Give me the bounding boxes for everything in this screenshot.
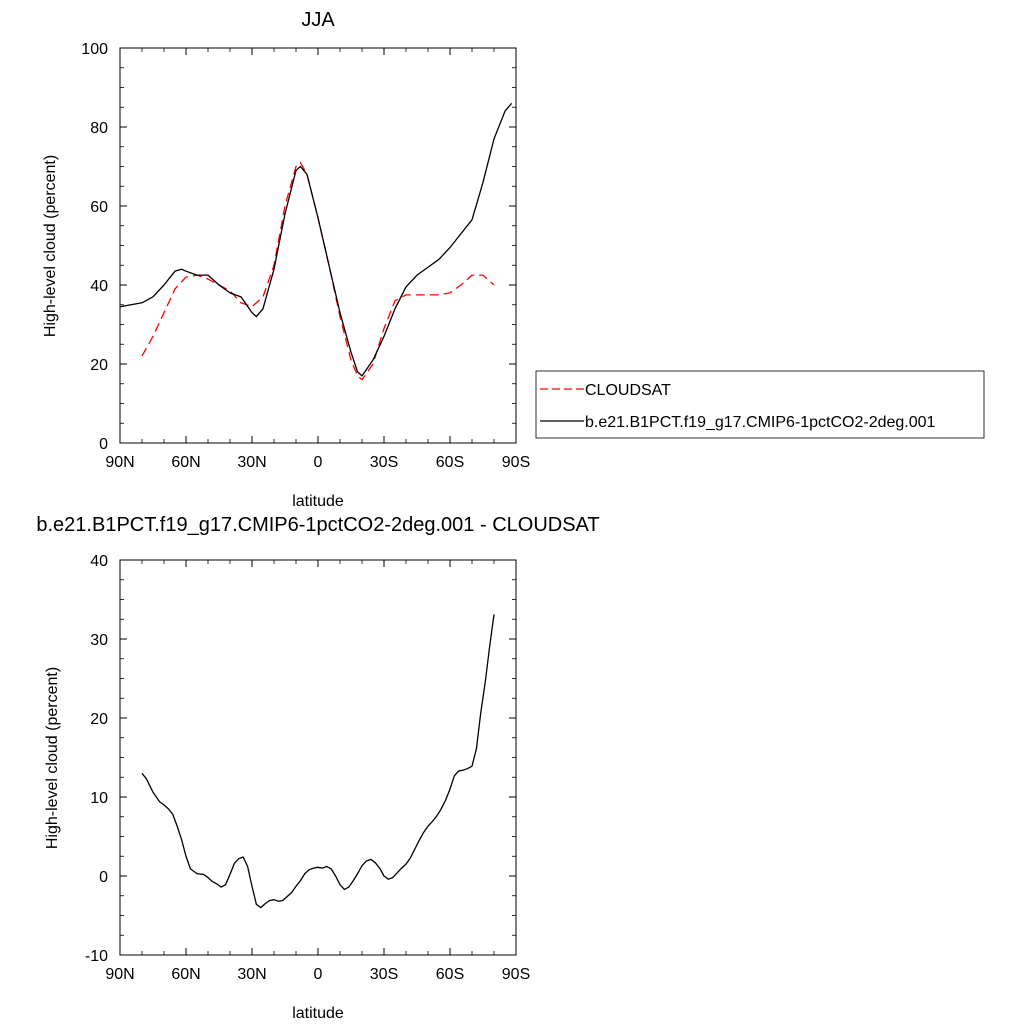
top-x-tick-label: 60S [436,454,464,471]
bottom-x-tick-label: 60S [436,966,464,983]
top-y-tick-label: 40 [90,278,108,295]
top-panel: JJA 90N 60N 30N 0 30S 60S 90S 0 20 40 60 80 100 lati… [42,9,530,510]
bottom-x-axis-label: latitude [292,1005,344,1022]
top-y-tick-label: 0 [99,436,108,453]
top-plot-frame [119,47,517,444]
bottom-x-tick-label: 60N [171,966,200,983]
top-chart-title: JJA [301,9,335,31]
bottom-chart-title: b.e21.B1PCT.f19_g17.CMIP6-1pctCO2-2deg.0… [36,514,599,536]
legend-box [535,370,985,439]
top-x-tick-label: 90N [105,454,134,471]
top-x-tick-label: 30S [370,454,398,471]
top-y-tick-label: 20 [90,357,108,374]
bottom-x-tick-label: 0 [314,966,323,983]
bottom-ticks: 90N 60N 30N 0 30S 60S 90S -10 0 10 20 30 40 [85,553,530,983]
legend-label-model: b.e21.B1PCT.f19_g17.CMIP6-1pctCO2-2deg.0… [585,414,936,431]
bottom-y-axis-label: High-level cloud (percent) [44,667,61,849]
bottom-x-tick-label: 30S [370,966,398,983]
bottom-y-tick-label: 30 [90,632,108,649]
top-x-tick-label: 60N [171,454,200,471]
top-x-tick-label: 30N [237,454,266,471]
bottom-plot-frame [119,559,517,956]
top-series-line-model [119,102,513,377]
legend-label-cloudsat: CLOUDSAT [585,382,671,399]
bottom-y-tick-label: 40 [90,553,108,570]
top-y-tick-label: 100 [81,41,108,58]
bottom-y-tick-label: 20 [90,711,108,728]
bottom-x-tick-label: 90S [502,966,530,983]
top-y-tick-label: 60 [90,199,108,216]
top-x-tick-label: 0 [314,454,323,471]
top-x-axis-label: latitude [292,493,344,510]
bottom-series [141,614,495,909]
top-series [119,102,513,381]
top-series-line-cloudsat [141,161,495,381]
bottom-x-tick-label: 30N [237,966,266,983]
top-x-tick-label: 90S [502,454,530,471]
top-ticks: 90N 60N 30N 0 30S 60S 90S 0 20 40 60 80 100 [81,41,530,471]
top-y-tick-label: 80 [90,120,108,137]
legend: CLOUDSAT b.e21.B1PCT.f19_g17.CMIP6-1pctC… [535,370,985,439]
bottom-y-tick-label: 10 [90,790,108,807]
bottom-y-tick-label: -10 [85,948,108,965]
bottom-y-tick-label: 0 [99,869,108,886]
bottom-x-tick-label: 90N [105,966,134,983]
bottom-series-line-model [141,614,495,909]
bottom-panel: b.e21.B1PCT.f19_g17.CMIP6-1pctCO2-2deg.0… [36,514,599,1022]
top-y-axis-label: High-level cloud (percent) [42,155,59,337]
